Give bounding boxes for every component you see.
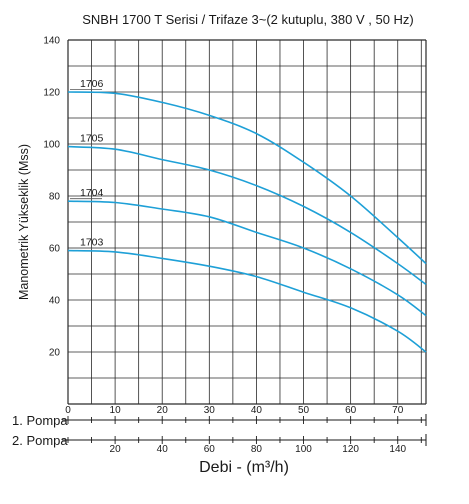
- pump-axes: 0 10 20 30 40 50 60 70 1. Pompa 20 40 60 80 100 120 140…: [12, 405, 427, 455]
- x-tick-label-pump1: 20: [157, 405, 169, 416]
- x-tick-label-pump2: 100: [295, 444, 312, 455]
- series-line-1706: [67, 91, 427, 265]
- axis-name-pump2: 2. Pompa: [12, 433, 68, 448]
- y-tick-label: 120: [43, 88, 60, 99]
- x-tick-label-pump1: 30: [204, 405, 216, 416]
- x-tick-label-pump2: 60: [204, 444, 216, 455]
- y-tick-label: 40: [49, 296, 61, 307]
- y-tick-label: 100: [43, 140, 60, 151]
- x-tick-label-pump2: 80: [251, 444, 263, 455]
- x-tick-label-pump2: 20: [110, 444, 122, 455]
- curve-label-1704: 1704: [80, 187, 104, 199]
- y-tick-label: 80: [49, 192, 61, 203]
- y-tick-label: 20: [49, 348, 61, 359]
- series-layer: [67, 91, 427, 353]
- curve-label-1705: 1705: [80, 133, 104, 145]
- x-tick-label-pump1: 50: [298, 405, 310, 416]
- curve-label-1703: 1703: [80, 237, 104, 249]
- x-tick-label-pump2: 40: [157, 444, 169, 455]
- x-tick-label-pump1: 70: [392, 405, 404, 416]
- curve-labels: 1706 1705 1704 1703: [70, 78, 104, 249]
- x-tick-label-pump1: 10: [110, 405, 122, 416]
- series-line-1704: [67, 200, 427, 317]
- x-axis-label: Debi - (m³/h): [199, 459, 289, 476]
- y-tick-label: 140: [43, 36, 60, 47]
- y-tick-label: 60: [49, 244, 61, 255]
- y-axis-ticks: 20 40 60 80 100 120 140: [43, 36, 60, 359]
- series-line-1705: [67, 145, 427, 286]
- curve-label-1706: 1706: [80, 78, 104, 90]
- y-axis-label: Manometrik Yükseklik (Mss): [17, 144, 31, 300]
- x-tick-label-pump2: 120: [342, 444, 359, 455]
- x-tick-label-pump2: 140: [389, 444, 406, 455]
- series-line-1703: [67, 249, 427, 353]
- grid: [67, 39, 427, 405]
- x-tick-label-pump1: 40: [251, 405, 263, 416]
- x-tick-label-pump1: 60: [345, 405, 357, 416]
- chart-title: SNBH 1700 T Serisi / Trifaze 3~(2 kutupl…: [82, 12, 414, 27]
- axis-name-pump1: 1. Pompa: [12, 413, 68, 428]
- x-tick-label-pump1: 0: [65, 405, 71, 416]
